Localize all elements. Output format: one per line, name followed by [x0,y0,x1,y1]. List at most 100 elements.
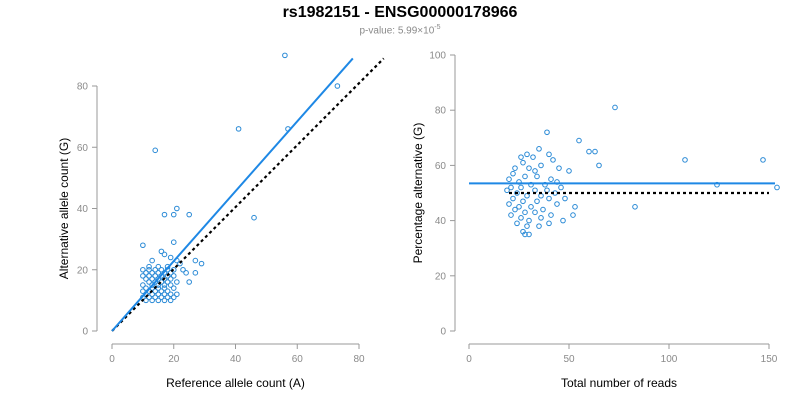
right-data-point [538,215,544,221]
left-scatter-panel: 0 20 40 60 80 0 20 40 60 80 Reference allele count… [57,52,385,390]
left-data-point [186,279,192,285]
left-data-point [155,263,162,270]
left-data-point [155,270,162,276]
left-x-tick-label: 20 [168,354,180,365]
left-data-point [140,273,146,279]
right-data-point [520,159,526,166]
right-data-point [572,204,578,210]
left-data-point [170,266,177,273]
left-data-point [192,270,199,276]
right-data-point [510,195,516,202]
right-y-tick-label: 80 [435,106,447,117]
right-data-point [522,173,528,180]
right-y-tick-label: 0 [440,327,446,338]
right-data-point [682,157,688,163]
right-data-point [556,165,562,171]
right-data-point [592,148,598,155]
left-data-point [174,279,180,285]
right-data-point [538,162,544,169]
chart-title: rs1982151 - ENSG00000178966 [282,4,518,21]
left-data-point [170,211,177,218]
left-data-point [149,297,155,304]
left-data-point [167,282,174,288]
right-data-point [514,220,520,227]
right-data-point [554,201,560,207]
right-data-point [534,198,540,205]
right-data-point [520,198,526,205]
left-data-point [164,273,171,279]
left-data-point [152,294,159,301]
left-x-tick-label: 80 [353,354,365,365]
left-data-point [167,270,174,276]
right-y-axis-label: Percentage alternative (G) [411,123,425,264]
right-data-point [760,157,766,163]
left-y-tick-label: 60 [77,143,89,154]
right-data-point [550,157,556,163]
left-data-point [170,273,177,279]
left-data-point [251,214,257,221]
pvalue-exponent: -5 [434,24,441,31]
left-data-point [161,276,168,282]
left-data-point [140,282,146,288]
left-data-point [161,291,168,298]
left-y-axis-label: Alternative allele count (G) [57,138,71,279]
right-data-point [534,173,540,180]
left-data-point [143,297,149,304]
right-data-point [566,168,572,174]
right-data-point [516,204,522,210]
left-data-point [155,291,162,298]
left-data-point [155,282,162,288]
left-y-tick-label: 0 [82,327,88,338]
right-data-point [524,192,530,199]
right-data-point [530,154,536,160]
right-data-point [518,215,524,221]
right-data-point [524,223,530,229]
right-data-point [558,184,564,191]
right-data-point [540,206,546,213]
right-data-point [532,187,538,194]
right-data-point [522,209,528,216]
left-data-point [164,288,171,294]
right-data-point [532,209,538,216]
right-data-point [526,231,532,238]
right-data-point [506,201,512,207]
right-data-point [528,204,534,210]
right-data-point [548,212,554,218]
left-data-point [167,276,174,282]
left-data-point [146,279,152,285]
left-data-point [158,273,165,279]
left-data-point [170,294,177,301]
left-data-point [192,257,199,264]
right-data-point [596,162,602,169]
right-data-point [532,168,538,174]
left-data-point [170,285,177,291]
left-data-point [152,273,159,279]
left-data-point [167,254,174,261]
right-data-point [508,184,514,191]
left-data-point [161,251,168,258]
right-data-point [536,223,542,229]
right-data-point [510,170,516,177]
right-data-point [512,206,518,213]
left-data-point [183,270,189,276]
right-data-point [504,187,510,194]
left-data-point [158,279,165,285]
right-y-tick-label: 100 [429,51,446,62]
left-x-tick-label: 40 [230,354,242,365]
right-data-point [546,151,552,158]
right-x-axis-label: Total number of reads [561,376,677,390]
right-data-point [508,212,514,218]
right-data-point [526,165,532,171]
left-data-point [174,291,180,298]
left-data-point [158,248,165,255]
left-data-point [198,260,205,267]
right-data-point [560,217,566,224]
right-x-tick-label: 0 [466,354,472,365]
right-data-point [546,220,552,227]
left-data-point [152,266,159,273]
right-y-tick-label: 40 [435,216,447,227]
left-data-point [146,263,152,270]
right-data-point [544,129,550,136]
left-data-point [186,211,192,218]
left-data-point [146,273,152,279]
